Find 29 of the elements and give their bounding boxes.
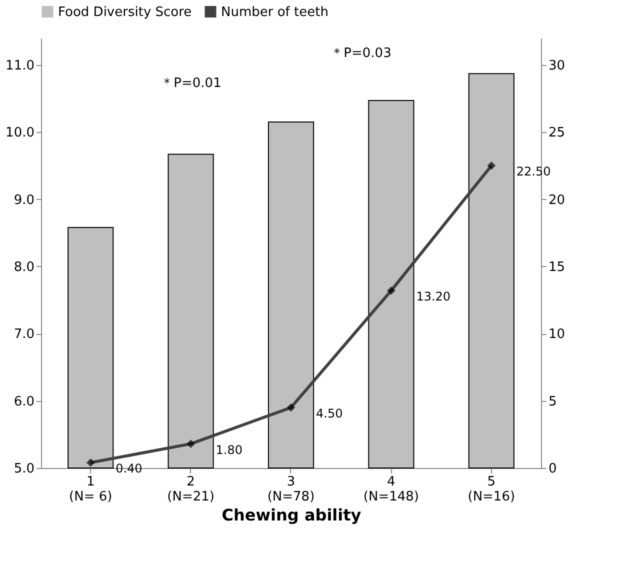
x-tick-label: 1 (N= 6) [69, 474, 112, 504]
data-label: 22.50 [516, 164, 551, 179]
y-tick-label: 5.0 [14, 462, 34, 476]
x-tick-label: 2 (N=21) [167, 474, 214, 504]
data-label: 4.50 [316, 406, 343, 421]
y2-tick-label: 25 [548, 126, 566, 141]
y-tick-label: 7.0 [14, 327, 34, 342]
y-tick-label: 11.0 [6, 58, 34, 74]
x-tick-label: 3 (N=78) [267, 474, 315, 504]
legend-label: Number of teeth [221, 4, 328, 20]
data-label: 0.40 [116, 462, 142, 476]
y-tick-label: 10.0 [6, 126, 34, 141]
data-label: 13.20 [416, 290, 451, 304]
x-tick-label: 5 (N=16) [468, 474, 516, 504]
y-tick-label: 6.0 [14, 394, 34, 410]
y2-tick-label: 20 [548, 192, 566, 208]
x-tick-label: 4 (N=148) [363, 474, 419, 504]
y2-tick-label: 15 [548, 260, 566, 275]
legend-label: Food Diversity Score [58, 4, 192, 20]
y2-tick-label: 10 [548, 327, 566, 342]
data-label: 1.80 [216, 442, 243, 457]
y-tick-label: 9.0 [14, 192, 34, 208]
y2-tick-label: 5 [548, 394, 557, 410]
y2-tick-label: 30 [548, 58, 566, 74]
annotation: ＊P=0.01 [160, 76, 222, 91]
y2-tick-label: 0 [548, 462, 557, 476]
y-tick-label: 8.0 [14, 260, 34, 275]
x-axis-title: Chewing ability [222, 506, 362, 524]
annotation: ＊P=0.03 [330, 46, 392, 61]
